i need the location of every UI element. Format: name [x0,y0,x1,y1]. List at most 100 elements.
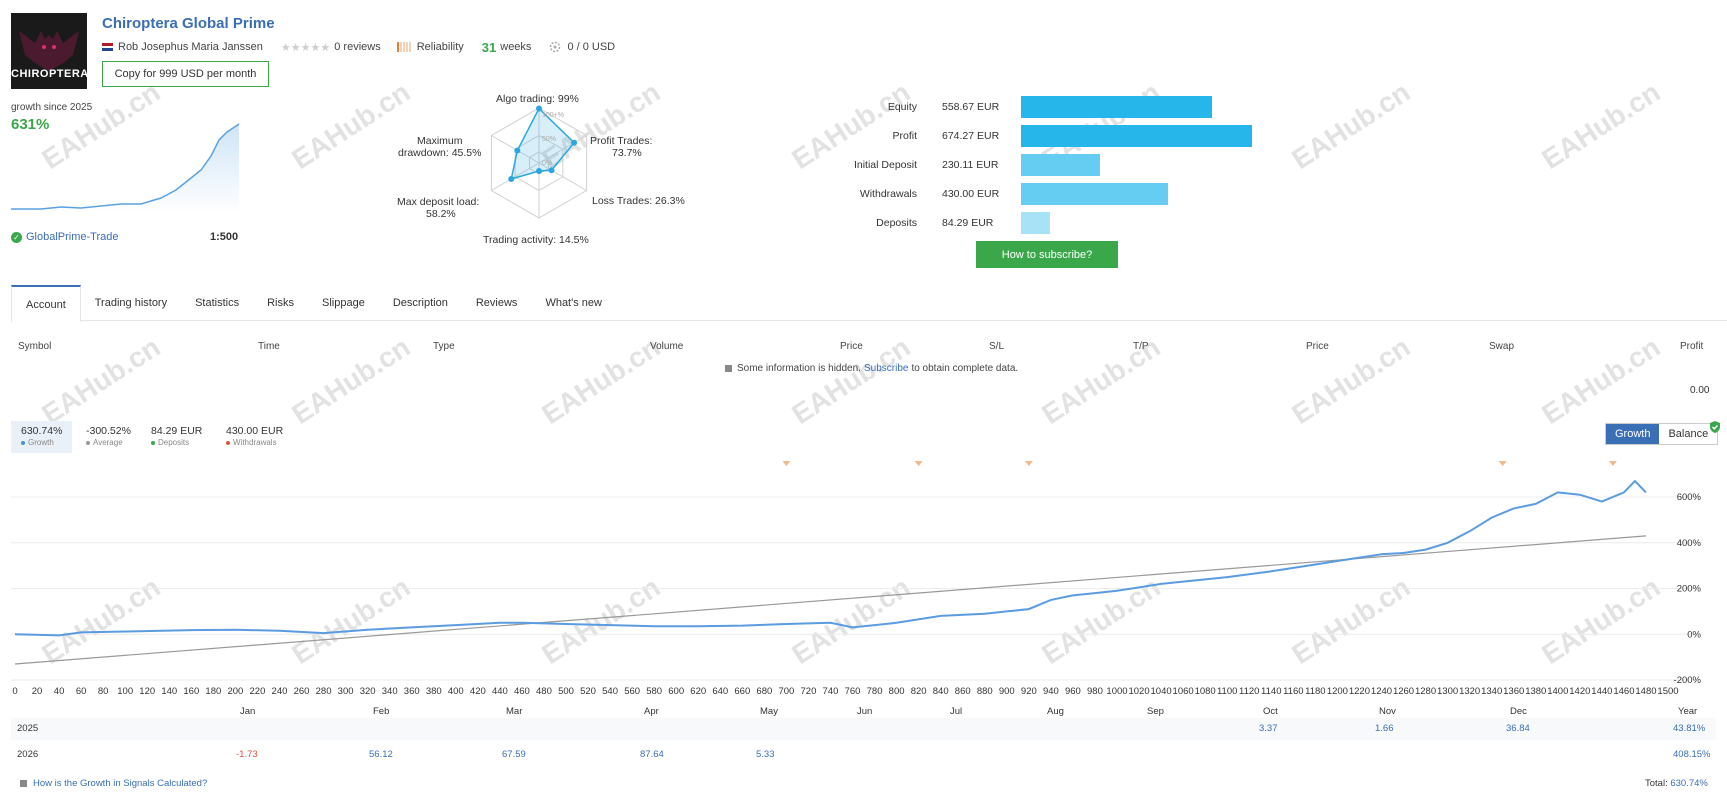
month-header: Mar [506,706,523,717]
radar-label-profit-trades-1: Profit Trades: [590,135,653,147]
x-tick-label: 920 [1021,686,1037,697]
signal-meta: Rob Josephus Maria Janssen ★★★★★ 0 revie… [102,39,615,55]
x-tick-label: 1100 [1217,686,1237,697]
balance-bar [1021,125,1252,147]
month-value: -1.73 [236,749,258,760]
month-header: May [760,706,778,717]
y-tick-label: 200% [1677,584,1702,595]
logo-text: CHIROPTERA [11,68,87,80]
x-tick-label: 280 [316,686,332,697]
growth-calc-text[interactable]: How is the Growth in Signals Calculated? [33,778,208,789]
x-tick-label: 1200 [1327,686,1348,697]
stat-deposits[interactable]: 84.29 EUR Deposits [141,421,212,453]
watermark-text: EAHub.cn [1536,76,1665,175]
legend-dot-icon [151,440,155,445]
column-header: T/P [1133,341,1149,352]
x-tick-label: 1440 [1591,686,1612,697]
broker-link[interactable]: ✓ GlobalPrime-Trade [11,231,119,243]
subscribe-button[interactable]: How to subscribe? [976,241,1118,268]
balance-label: Deposits [876,217,917,229]
bat-icon [19,31,79,71]
x-tick-label: 200 [227,686,243,697]
x-tick-label: 60 [76,686,87,697]
growth-since-label: growth since 2025 [11,102,93,113]
growth-toggle[interactable]: Growth [1606,424,1660,444]
x-tick-label: 520 [580,686,596,697]
radar-label-profit-trades-2: 73.7% [612,147,642,159]
year-label: 2025 [17,723,39,734]
year-total: 43.81% [1673,723,1706,734]
x-tick-label: 260 [294,686,310,697]
growth-line [14,479,1647,637]
column-header: S/L [989,341,1005,352]
deposit-marker-icon[interactable] [1498,461,1507,466]
signal-title[interactable]: Chiroptera Global Prime [102,15,275,32]
radar-label-max-deposit-2: 58.2% [426,208,456,220]
x-tick-label: 1180 [1305,686,1325,697]
reviews-count[interactable]: 0 reviews [334,41,381,53]
info-icon [725,365,732,372]
radar-ring_0: 0% [542,160,552,167]
tab-trading-history[interactable]: Trading history [94,297,168,309]
month-value: 1.66 [1375,723,1394,734]
x-tick-label: 320 [360,686,376,697]
month-header: Jun [857,706,873,717]
tab-risks[interactable]: Risks [267,297,294,309]
x-tick-label: 400 [448,686,464,697]
tab-reviews[interactable]: Reviews [475,297,518,309]
radar-point [536,105,542,112]
month-header: Sep [1147,706,1164,717]
legend-dot-icon [21,440,25,445]
x-tick-label: 1380 [1525,686,1546,697]
deposit-marker-icon[interactable] [1024,461,1033,466]
x-tick-label: 560 [624,686,640,697]
deposit-marker-icon[interactable] [914,461,923,466]
month-header: Jul [950,706,963,717]
month-value: 87.64 [640,749,664,760]
stat-growth[interactable]: 630.74% Growth [11,421,73,453]
radar-point [536,167,542,174]
legend-dot-icon [226,440,230,445]
stat-withdrawals[interactable]: 430.00 EUR Withdrawals [216,421,293,453]
column-header: Volume [650,341,684,352]
broker-name[interactable]: GlobalPrime-Trade [26,231,119,243]
tab-slippage[interactable]: Slippage [322,297,365,309]
watermark-text: EAHub.cn [286,76,415,175]
x-tick-label: 680 [756,686,772,697]
year-row [11,744,1716,766]
tab-what-s-new[interactable]: What's new [545,297,602,309]
watermark-text: EAHub.cn [536,331,665,430]
x-tick-label: 20 [32,686,43,697]
radar-ring_100: 100+% [542,112,564,119]
x-tick-label: 880 [977,686,993,697]
hidden-info-notice: Some information is hidden. Subscribe to… [725,363,1018,374]
author-name[interactable]: Rob Josephus Maria Janssen [118,41,263,53]
deposit-marker-icon[interactable] [782,461,791,466]
stat-label: Withdrawals [226,438,283,447]
radar-point [571,139,578,146]
stat-average[interactable]: -300.52% Average [76,421,141,453]
x-tick-label: 800 [889,686,905,697]
tab-description[interactable]: Description [392,297,448,309]
balance-toggle[interactable]: Balance [1659,424,1718,444]
x-tick-label: 1060 [1173,686,1194,697]
watermark-text: EAHub.cn [286,331,415,430]
x-tick-label: 960 [1065,686,1081,697]
radar-point [508,176,515,183]
tab-account[interactable]: Account [11,285,81,322]
radar-ring_50: 50% [542,136,556,143]
copy-button[interactable]: Copy for 999 USD per month [102,61,269,87]
x-tick-label: 1260 [1393,686,1414,697]
weeks-count: 31 [481,39,497,55]
column-header: Symbol [18,341,52,352]
deposit-marker-icon[interactable] [1608,461,1617,466]
tab-statistics[interactable]: Statistics [195,297,240,309]
subscribe-link[interactable]: Subscribe [863,363,909,374]
x-tick-label: 0 [12,686,17,697]
x-tick-label: 840 [933,686,949,697]
growth-calc-link[interactable]: How is the Growth in Signals Calculated? [20,778,207,789]
balance-label: Initial Deposit [853,159,917,171]
year-row [11,718,1716,740]
month-value: 5.33 [756,749,775,760]
radar-label-max-dd-1: Maximum [417,135,463,147]
